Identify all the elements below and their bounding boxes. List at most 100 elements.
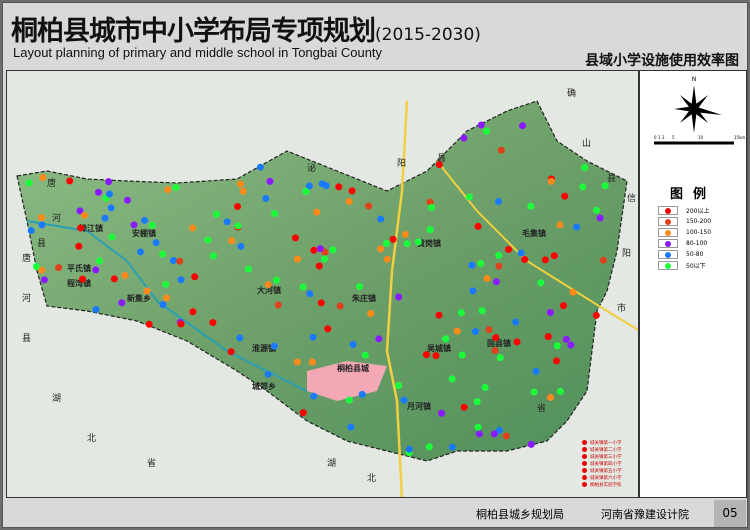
- school-name: 城关镇第三小学: [590, 454, 622, 460]
- title-text: 桐柏县城市中小学布局专项规划: [11, 16, 376, 47]
- legend-title: 图例: [669, 187, 716, 202]
- school-marker: [345, 396, 353, 404]
- legend-item: 150-200: [658, 217, 711, 226]
- legend-item: 50-80: [658, 250, 703, 259]
- title-years: (2015-2030): [375, 25, 481, 45]
- school-marker: [448, 375, 456, 383]
- town-label: 月河镇: [406, 401, 431, 411]
- town-label: 淮源镇: [252, 343, 276, 353]
- school-marker: [329, 246, 337, 254]
- school-marker: [460, 134, 468, 142]
- school-marker: [556, 221, 564, 229]
- school-marker: [468, 261, 476, 269]
- school-marker: [367, 309, 375, 317]
- school-marker: [336, 302, 344, 310]
- school-marker: [569, 288, 577, 296]
- school-marker: [546, 308, 554, 316]
- legend-dot-icon: [665, 251, 671, 258]
- legend-label: 80-100: [686, 240, 708, 247]
- legend-dot-icon: [665, 262, 671, 269]
- school-marker: [159, 250, 167, 258]
- neighbor-label: 北: [367, 473, 376, 484]
- school-marker: [310, 392, 318, 400]
- school-marker: [107, 204, 115, 212]
- school-marker: [315, 262, 323, 270]
- neighbor-label: 市: [617, 302, 626, 314]
- school-marker: [471, 328, 479, 336]
- school-marker: [532, 367, 540, 375]
- school-marker: [37, 214, 45, 222]
- neighbor-label: 省: [147, 457, 156, 469]
- legend-dot-icon: [665, 240, 671, 247]
- school-marker: [377, 245, 385, 253]
- school-marker: [482, 127, 490, 135]
- school-marker: [136, 248, 144, 256]
- town-label: 黄岗镇: [417, 238, 441, 248]
- river: [26, 220, 308, 392]
- school-marker: [422, 351, 430, 359]
- school-marker: [453, 327, 461, 335]
- school-marker: [481, 384, 489, 392]
- school-marker: [76, 207, 84, 215]
- school-marker: [335, 183, 343, 191]
- school-marker: [547, 177, 555, 185]
- school-marker: [550, 252, 558, 260]
- school-name: 城关镇第六小学: [590, 475, 622, 481]
- school-marker: [163, 294, 171, 302]
- school-marker: [365, 202, 373, 210]
- school-marker: [306, 290, 314, 298]
- school-marker: [495, 426, 503, 434]
- school-marker: [39, 174, 47, 182]
- school-marker: [567, 341, 575, 349]
- school-marker: [457, 309, 465, 317]
- scale-label: 1: [658, 135, 661, 140]
- school-dot-icon: [582, 475, 587, 480]
- legend-swatch: [658, 261, 678, 270]
- school-marker: [299, 409, 307, 417]
- school-marker: [159, 301, 167, 309]
- town-label: 朱庄镇: [352, 293, 376, 303]
- school-marker: [347, 423, 355, 431]
- school-marker: [426, 198, 434, 206]
- school-marker: [530, 388, 538, 396]
- school-marker: [395, 293, 403, 301]
- school-dot-icon: [582, 468, 587, 473]
- legend-item: 80-100: [658, 239, 707, 248]
- school-marker: [92, 305, 100, 313]
- school-marker: [519, 122, 527, 130]
- school-marker: [561, 192, 569, 200]
- school-name: 城关镇第四小学: [590, 461, 622, 467]
- school-marker: [262, 195, 270, 203]
- legend-item: 100-150: [658, 228, 711, 237]
- school-marker: [541, 256, 549, 264]
- school-marker: [473, 398, 481, 406]
- neighbor-label: 唐: [47, 177, 56, 189]
- school-name: 城关镇第五小学: [590, 468, 622, 474]
- school-marker: [478, 307, 486, 315]
- neighbor-label: 湖: [327, 458, 336, 469]
- legend-label: 50-80: [686, 251, 704, 258]
- legend-dot-icon: [665, 218, 671, 225]
- neighbor-label: 河: [22, 292, 31, 304]
- school-marker: [27, 227, 35, 235]
- school-marker: [227, 348, 235, 356]
- school-marker: [123, 196, 131, 204]
- school-marker: [25, 179, 33, 187]
- school-marker: [345, 197, 353, 205]
- school-marker: [517, 249, 525, 257]
- school-marker: [513, 338, 521, 346]
- school-marker: [239, 187, 247, 195]
- school-marker: [395, 381, 403, 389]
- school-marker: [38, 221, 46, 229]
- school-marker: [401, 230, 409, 238]
- school-marker: [237, 242, 245, 250]
- school-marker: [177, 320, 185, 328]
- school-marker: [108, 233, 116, 241]
- school-marker: [502, 432, 510, 440]
- school-marker: [377, 215, 385, 223]
- school-marker: [204, 236, 212, 244]
- school-marker: [491, 346, 499, 354]
- school-dot-icon: [582, 461, 587, 466]
- school-marker: [299, 283, 307, 291]
